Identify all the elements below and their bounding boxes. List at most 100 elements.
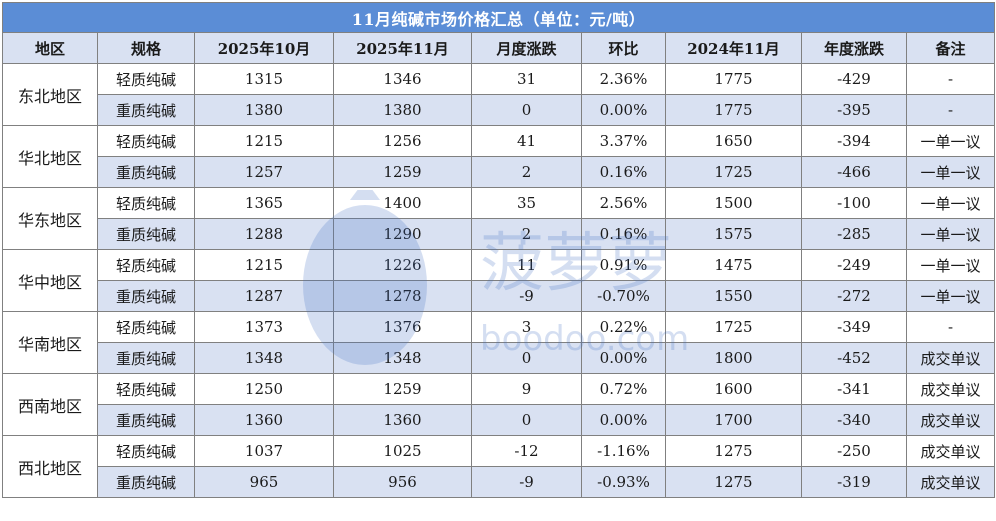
oct-2025-cell: 1360 [194, 404, 334, 436]
monthly-change-cell: 0 [471, 404, 582, 436]
region-cell: 西北地区 [2, 435, 98, 498]
monthly-change-cell: -9 [471, 466, 582, 498]
mom-cell: 0.91% [581, 249, 666, 281]
table-row: 重质纯碱 965 956 -9 -0.93% 1275 -319 成交单议 [3, 466, 996, 498]
header-region: 地区 [2, 32, 98, 64]
spec-cell: 重质纯碱 [97, 94, 195, 126]
monthly-change-cell: -9 [471, 280, 582, 312]
monthly-change-cell: 2 [471, 218, 582, 250]
table-row: 西南地区 轻质纯碱 1250 1259 9 0.72% 1600 -341 成交单议 [2, 373, 996, 436]
nov-2024-cell: 1800 [665, 342, 802, 374]
table-row: 西北地区 轻质纯碱 1037 1025 -12 -1.16% 1275 -250 成交单议 [2, 435, 996, 498]
note-cell: 成交单议 [905, 373, 996, 405]
nov-2024-cell: 1600 [665, 373, 802, 405]
nov-2024-cell: 1550 [665, 280, 802, 312]
note-cell: 一单一议 [905, 187, 996, 219]
nov-2024-cell: 1475 [665, 249, 802, 281]
table-row: 华中地区 轻质纯碱 1215 1226 11 0.91% 1475 -249 一单一议 [2, 249, 996, 312]
spec-cell: 轻质纯碱 [97, 249, 195, 281]
monthly-change-cell: 9 [471, 373, 582, 405]
mom-cell: 0.22% [581, 311, 666, 343]
nov-2024-cell: 1500 [665, 187, 802, 219]
oct-2025-cell: 1380 [194, 94, 334, 126]
yearly-change-cell: -429 [801, 63, 907, 95]
nov-2024-cell: 1275 [665, 466, 802, 498]
table-row: 重质纯碱 1380 1380 0 0.00% 1775 -395- [3, 94, 996, 126]
oct-2025-cell: 1348 [194, 342, 334, 374]
table-row: 重质纯碱 1288 1290 2 0.16% 1575 -285 一单一议 [3, 218, 996, 250]
spec-cell: 轻质纯碱 [97, 63, 195, 95]
header-mom: 环比 [581, 32, 666, 64]
table-row: 重质纯碱 1360 1360 0 0.00% 1700 -340 成交单议 [3, 404, 996, 436]
yearly-change-cell: -452 [801, 342, 907, 374]
table-row: 华北地区 轻质纯碱 1215 1256 41 3.37% 1650 -394 一单一议 [2, 125, 996, 188]
mom-cell: -0.93% [581, 466, 666, 498]
spec-cell: 轻质纯碱 [97, 373, 195, 405]
nov-2024-cell: 1275 [665, 435, 802, 467]
header-nov-2024: 2024年11月 [665, 32, 802, 64]
note-cell: 成交单议 [905, 342, 996, 374]
nov-2025-cell: 1025 [333, 435, 472, 467]
note-cell: 成交单议 [905, 435, 996, 467]
table-row: 华南地区 轻质纯碱 1373 1376 3 0.22% 1725 -349- [2, 311, 996, 374]
header-oct-2025: 2025年10月 [194, 32, 334, 64]
mom-cell: 3.37% [581, 125, 666, 157]
region-cell: 华中地区 [2, 249, 98, 312]
region-cell: 西南地区 [2, 373, 98, 436]
monthly-change-cell: 31 [471, 63, 582, 95]
nov-2025-cell: 1360 [333, 404, 472, 436]
spec-cell: 重质纯碱 [97, 280, 195, 312]
yearly-change-cell: -100 [801, 187, 907, 219]
note-cell: 一单一议 [905, 125, 996, 157]
table-row: 华东地区 轻质纯碱 1365 1400 35 2.56% 1500 -100 一单一议 [2, 187, 996, 250]
yearly-change-cell: -394 [801, 125, 907, 157]
yearly-change-cell: -349 [801, 311, 907, 343]
monthly-change-cell: 2 [471, 156, 582, 188]
oct-2025-cell: 1373 [194, 311, 334, 343]
note-cell: 一单一议 [905, 280, 996, 312]
table-row: 东北地区 轻质纯碱 1315 1346 31 2.36% 1775 -429- [2, 63, 996, 126]
oct-2025-cell: 1215 [194, 249, 334, 281]
nov-2025-cell: 1400 [333, 187, 472, 219]
region-cell: 华北地区 [2, 125, 98, 188]
region-cell: 东北地区 [2, 63, 98, 126]
note-cell: 一单一议 [905, 249, 996, 281]
monthly-change-cell: 41 [471, 125, 582, 157]
oct-2025-cell: 1250 [194, 373, 334, 405]
nov-2024-cell: 1575 [665, 218, 802, 250]
note-cell: 成交单议 [905, 466, 996, 498]
spec-cell: 轻质纯碱 [97, 187, 195, 219]
yearly-change-cell: -250 [801, 435, 907, 467]
yearly-change-cell: -285 [801, 218, 907, 250]
mom-cell: -0.70% [581, 280, 666, 312]
nov-2025-cell: 1380 [333, 94, 472, 126]
note-cell: 一单一议 [905, 156, 996, 188]
mom-cell: 0.00% [581, 94, 666, 126]
mom-cell: 0.72% [581, 373, 666, 405]
yearly-change-cell: -249 [801, 249, 907, 281]
oct-2025-cell: 1288 [194, 218, 334, 250]
nov-2025-cell: 1256 [333, 125, 472, 157]
oct-2025-cell: 1215 [194, 125, 334, 157]
mom-cell: 2.36% [581, 63, 666, 95]
nov-2024-cell: 1775 [665, 63, 802, 95]
nov-2025-cell: 1278 [333, 280, 472, 312]
price-summary-table: 11月纯碱市场价格汇总（单位：元/吨） 地区 规格 2025年10月 2025年… [1, 2, 996, 498]
nov-2025-cell: 1226 [333, 249, 472, 281]
spec-cell: 重质纯碱 [97, 466, 195, 498]
spec-cell: 轻质纯碱 [97, 125, 195, 157]
header-monthly-change: 月度涨跌 [471, 32, 582, 64]
mom-cell: 0.00% [581, 404, 666, 436]
spec-cell: 重质纯碱 [97, 156, 195, 188]
mom-cell: -1.16% [581, 435, 666, 467]
yearly-change-cell: -395 [801, 94, 907, 126]
spec-cell: 重质纯碱 [97, 404, 195, 436]
header-spec: 规格 [97, 32, 195, 64]
oct-2025-cell: 1037 [194, 435, 334, 467]
note-cell: 一单一议 [905, 218, 996, 250]
yearly-change-cell: -341 [801, 373, 907, 405]
header-note: 备注 [905, 32, 996, 64]
header-yearly-change: 年度涨跌 [801, 32, 907, 64]
nov-2024-cell: 1650 [665, 125, 802, 157]
